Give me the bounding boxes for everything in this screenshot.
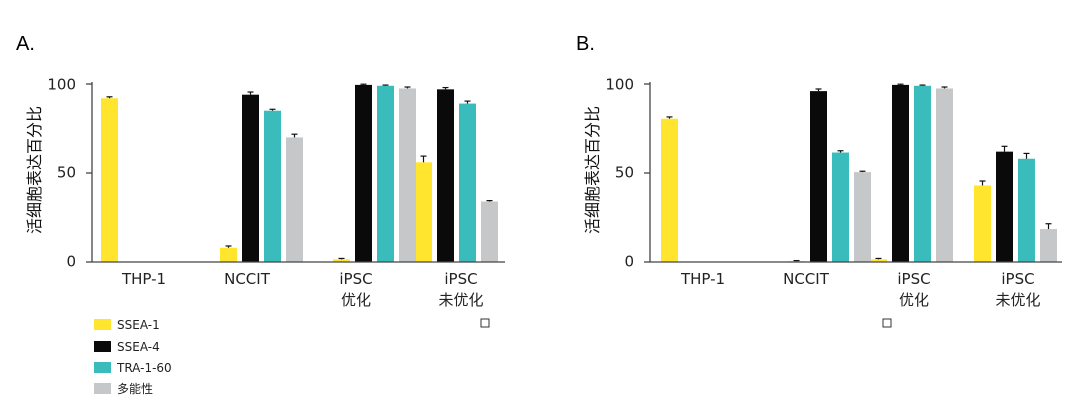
bar-tra-1-60-1 xyxy=(264,110,281,262)
legend-item: 多能性 xyxy=(94,382,153,396)
bar-tra-1-60-3 xyxy=(1018,158,1035,262)
legend-item: SSEA-4 xyxy=(94,340,160,354)
legend-label: TRA-1-60 xyxy=(116,361,172,375)
legend-swatch xyxy=(94,383,111,394)
bar---3 xyxy=(481,201,498,262)
panel-b: B. 活细胞表达百分比 0 50 100 THP-1 NCCIT iPSC 优化… xyxy=(576,33,1062,328)
legend-swatch xyxy=(94,319,111,330)
y-ticks: 0 50 100 xyxy=(47,76,76,271)
x-category-label: THP-1 xyxy=(121,270,166,288)
y-tick-label: 100 xyxy=(605,76,634,94)
y-axis-label: 活细胞表达百分比 xyxy=(583,106,602,234)
bar---1 xyxy=(854,172,871,262)
legend-label: 多能性 xyxy=(117,382,153,396)
legend-swatch xyxy=(94,341,111,352)
x-category-label: iPSC xyxy=(339,270,372,288)
bar-ssea-1-0 xyxy=(661,118,678,263)
bar-ssea-4-1 xyxy=(810,91,827,263)
x-category-label: NCCIT xyxy=(224,270,271,288)
y-tick-label: 100 xyxy=(47,76,76,94)
legend-item: TRA-1-60 xyxy=(94,361,172,375)
x-category-sublabel: 优化 xyxy=(341,291,371,309)
placeholder-box-icon xyxy=(882,318,892,328)
bar-ssea-4-3 xyxy=(437,89,454,262)
x-category-sublabel: 优化 xyxy=(899,291,929,309)
bar-ssea-1-3 xyxy=(974,185,991,262)
bar---3 xyxy=(1040,229,1057,262)
x-category-labels: THP-1 NCCIT iPSC 优化 iPSC 未优化 xyxy=(121,270,484,309)
bar-ssea-4-2 xyxy=(892,84,909,262)
x-category-label: iPSC xyxy=(897,270,930,288)
panel-a: A. 活细胞表达百分比 0 50 100 THP-1 NCCIT iPSC 优化… xyxy=(16,33,505,328)
bar-ssea-4-2 xyxy=(355,84,372,262)
x-category-sublabel: 未优化 xyxy=(438,291,483,309)
x-category-label: iPSC xyxy=(1001,270,1034,288)
x-category-labels: THP-1 NCCIT iPSC 优化 iPSC 未优化 xyxy=(680,270,1041,309)
axes xyxy=(644,82,1062,263)
bar-ssea-1-2 xyxy=(870,259,887,262)
bar-ssea-4-1 xyxy=(242,94,259,263)
bar---1 xyxy=(286,137,303,262)
bar-ssea-1-1 xyxy=(220,247,237,262)
bar---2 xyxy=(399,88,416,262)
legend-item: SSEA-1 xyxy=(94,318,160,332)
x-category-label: iPSC xyxy=(444,270,477,288)
x-category-sublabel: 未优化 xyxy=(995,291,1040,309)
y-axis-label: 活细胞表达百分比 xyxy=(25,106,44,234)
legend: SSEA-1 SSEA-4 TRA-1-60 多能性 xyxy=(94,318,172,396)
bars xyxy=(101,83,498,263)
y-tick-label: 50 xyxy=(57,164,76,182)
bar-ssea-1-2 xyxy=(333,259,350,262)
legend-label: SSEA-1 xyxy=(117,318,160,332)
bar-ssea-1-0 xyxy=(101,98,118,263)
panel-label: A. xyxy=(16,33,35,55)
bar-ssea-1-3 xyxy=(415,162,432,262)
bar---2 xyxy=(936,88,953,262)
y-tick-label: 50 xyxy=(615,164,634,182)
x-category-label: THP-1 xyxy=(680,270,725,288)
legend-label: SSEA-4 xyxy=(117,340,160,354)
bar-tra-1-60-1 xyxy=(832,152,849,262)
bar-tra-1-60-2 xyxy=(914,85,931,262)
bar-tra-1-60-3 xyxy=(459,103,476,262)
panel-label: B. xyxy=(576,33,595,55)
bar-tra-1-60-2 xyxy=(377,85,394,262)
x-category-label: NCCIT xyxy=(783,270,830,288)
y-tick-label: 0 xyxy=(66,253,76,271)
bar-ssea-4-3 xyxy=(996,151,1013,262)
legend-swatch xyxy=(94,362,111,373)
bars xyxy=(661,83,1057,263)
axes xyxy=(86,82,505,263)
placeholder-box-icon xyxy=(480,318,490,328)
y-ticks: 0 50 100 xyxy=(605,76,634,271)
y-tick-label: 0 xyxy=(624,253,634,271)
